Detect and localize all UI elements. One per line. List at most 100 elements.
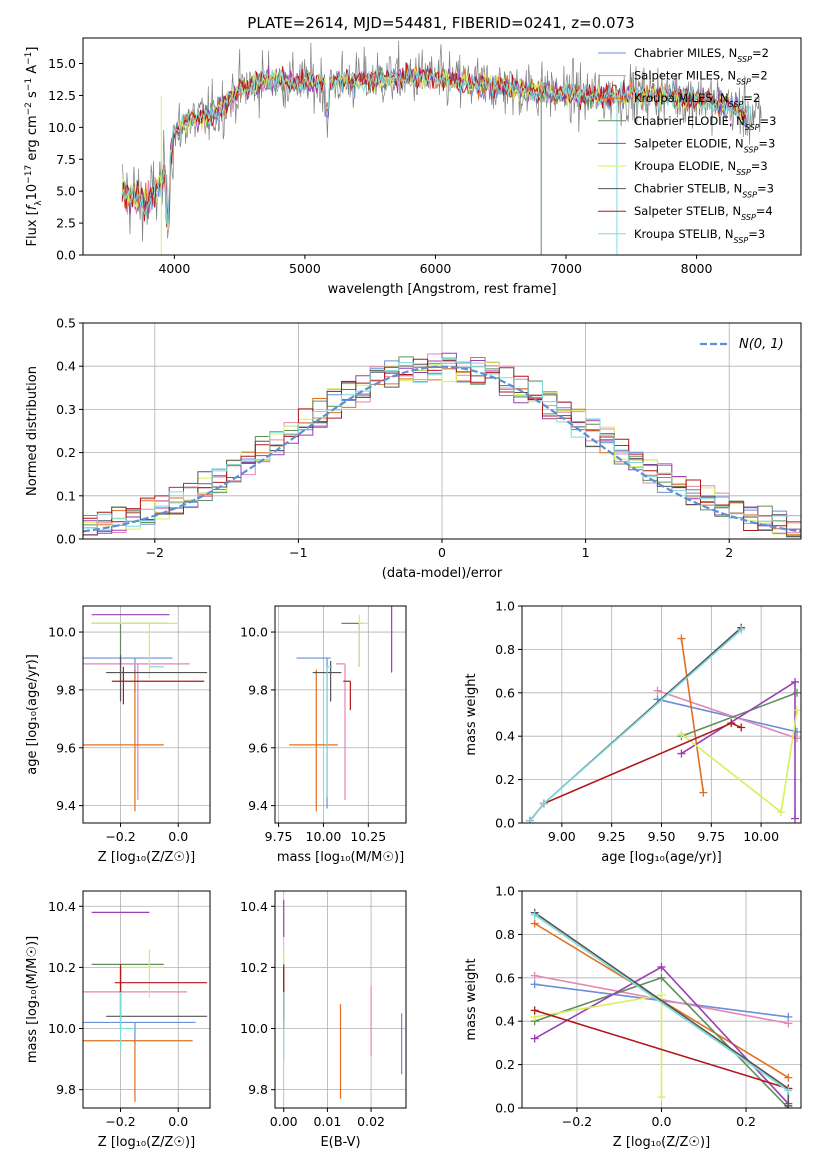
legend-subscript: SSP xyxy=(745,122,760,131)
axes-frame xyxy=(521,890,802,1109)
y-label-part: 10 xyxy=(25,184,40,201)
y-axis-label: Normed distribution xyxy=(25,366,40,496)
y-tick-label: 0.4 xyxy=(495,1014,515,1029)
spectrum-legend: Chabrier MILES, NSSP=2 Salpeter MILES, NS… xyxy=(598,46,776,244)
y-tick-label: 2.5 xyxy=(56,216,76,231)
legend-subscript: SSP xyxy=(734,235,749,244)
plot-area-age_vs_mass xyxy=(289,606,393,812)
residuals-legend: N(0, 1) xyxy=(700,337,784,352)
y-label-part: f xyxy=(25,203,40,210)
y-tick-label: 0.3 xyxy=(56,402,76,417)
x-tick-label: 10.00 xyxy=(743,829,779,844)
x-tick-label: 0.00 xyxy=(270,1114,298,1129)
weight-line-0 xyxy=(657,698,798,733)
x-tick-label: −2 xyxy=(146,545,164,560)
x-tick-label: 4000 xyxy=(158,261,190,276)
plot-area-age_vs_Z xyxy=(83,614,208,812)
weight-marker xyxy=(727,719,736,728)
x-tick-label: 10.00 xyxy=(306,829,342,844)
panel-mass_vs_ebv: 0.00 0.01 0.02 9.8 10.0 10.2 10.4 E(B-V) xyxy=(240,890,407,1150)
weight-marker xyxy=(784,1086,793,1095)
weight-marker xyxy=(699,788,708,797)
weight-marker xyxy=(677,730,686,739)
y-label-part: −2 xyxy=(24,102,34,115)
x-tick-label: 6000 xyxy=(420,261,452,276)
legend-subscript: SSP xyxy=(741,213,756,222)
y-axis-label: age [log₁₀(age/yr)] xyxy=(25,654,40,775)
y-tick-label: 0.6 xyxy=(495,685,515,700)
y-tick-label: 9.6 xyxy=(248,740,268,755)
axes-frame xyxy=(82,322,802,540)
weight-marker xyxy=(737,625,746,634)
weight-marker xyxy=(677,634,686,643)
weight-marker xyxy=(530,980,539,989)
weight-marker xyxy=(784,1101,793,1108)
y-tick-label: 5.0 xyxy=(56,184,76,199)
weight-marker xyxy=(530,1034,539,1043)
y-tick-label: 9.4 xyxy=(248,798,268,813)
legend-subscript: SSP xyxy=(742,190,757,199)
y-tick-label: 9.8 xyxy=(248,1082,268,1097)
weight-line-8 xyxy=(534,914,789,1092)
y-label-part: λ xyxy=(34,200,44,206)
x-tick-label: 9.00 xyxy=(548,829,576,844)
y-tick-label: 10.4 xyxy=(48,899,76,914)
legend-subscript: SSP xyxy=(737,55,752,64)
x-tick-label: 10.25 xyxy=(350,829,386,844)
y-tick-label: 10.0 xyxy=(48,1021,76,1036)
legend-value: =3 xyxy=(751,159,768,173)
y-tick-label: 9.6 xyxy=(56,740,76,755)
axes-frame xyxy=(82,890,211,1109)
legend-subscript: SSP xyxy=(736,77,751,86)
x-tick-label: 0.2 xyxy=(736,1114,756,1129)
plot-area-mass_weight_vs_age xyxy=(525,623,801,823)
y-tick-label: 0.0 xyxy=(495,1101,515,1116)
weight-marker xyxy=(530,971,539,980)
weight-marker xyxy=(525,816,534,823)
legend-entry: Salpeter STELIB, NSSP=4 xyxy=(634,204,773,222)
legend-entry: Salpeter ELODIE, NSSP=3 xyxy=(634,136,775,154)
histogram-series-4 xyxy=(83,352,801,534)
y-tick-label: 0.0 xyxy=(56,248,76,263)
y-tick-label: 0.2 xyxy=(56,445,76,460)
weight-line-1 xyxy=(657,689,798,740)
x-tick-label: 0.0 xyxy=(652,1114,672,1129)
x-tick-label: 1 xyxy=(582,545,590,560)
x-axis-label: age [log₁₀(age/yr)] xyxy=(601,850,722,865)
weight-line-5 xyxy=(534,994,663,1098)
weight-marker xyxy=(530,919,539,928)
legend-entry: Kroupa MILES, NSSP=2 xyxy=(634,91,760,109)
normal-reference-curve xyxy=(83,365,801,533)
y-tick-label: 10.0 xyxy=(240,1021,268,1036)
legend-value: =2 xyxy=(751,69,768,83)
legend-value: =2 xyxy=(743,91,760,105)
y-tick-label: 9.8 xyxy=(56,1082,76,1097)
legend-entry: Chabrier STELIB, NSSP=3 xyxy=(634,182,774,200)
legend-entry: Chabrier ELODIE, NSSP=3 xyxy=(634,114,776,132)
legend-value: =3 xyxy=(758,136,775,150)
weight-marker xyxy=(653,686,662,695)
weight-line-3 xyxy=(681,692,798,737)
weight-marker xyxy=(791,814,800,823)
figure-title: PLATE=2614, MJD=54481, FIBERID=0241, z=0… xyxy=(247,14,634,32)
y-tick-label: 1.0 xyxy=(495,599,515,614)
weight-line-7 xyxy=(534,1009,789,1090)
axes-frame xyxy=(82,37,802,256)
legend-value: =4 xyxy=(756,204,773,218)
y-label-part: Flux [ xyxy=(25,210,40,246)
weight-marker xyxy=(530,910,539,919)
spectrum-series-5 xyxy=(121,66,747,231)
panel-age_vs_Z: −0.2 0.0 9.4 9.6 9.8 10.0 Z [log₁₀(Z/Z☉)] age [… xyxy=(25,605,211,865)
y-tick-label: 0.0 xyxy=(56,532,76,547)
x-axis-label: E(B-V) xyxy=(320,1135,360,1150)
weight-marker xyxy=(793,706,801,715)
y-label-part: A xyxy=(25,65,40,78)
y-label-part: ] xyxy=(25,47,40,52)
y-label-part: −1 xyxy=(24,78,34,91)
legend-value: =3 xyxy=(760,114,777,128)
legend-subscript: SSP xyxy=(744,145,759,154)
plot-area-mass_weight_vs_Z xyxy=(530,908,793,1108)
y-tick-label: 10.0 xyxy=(48,625,76,640)
legend-entry: Salpeter MILES, NSSP=2 xyxy=(634,69,768,87)
x-tick-label: 0.0 xyxy=(168,829,188,844)
